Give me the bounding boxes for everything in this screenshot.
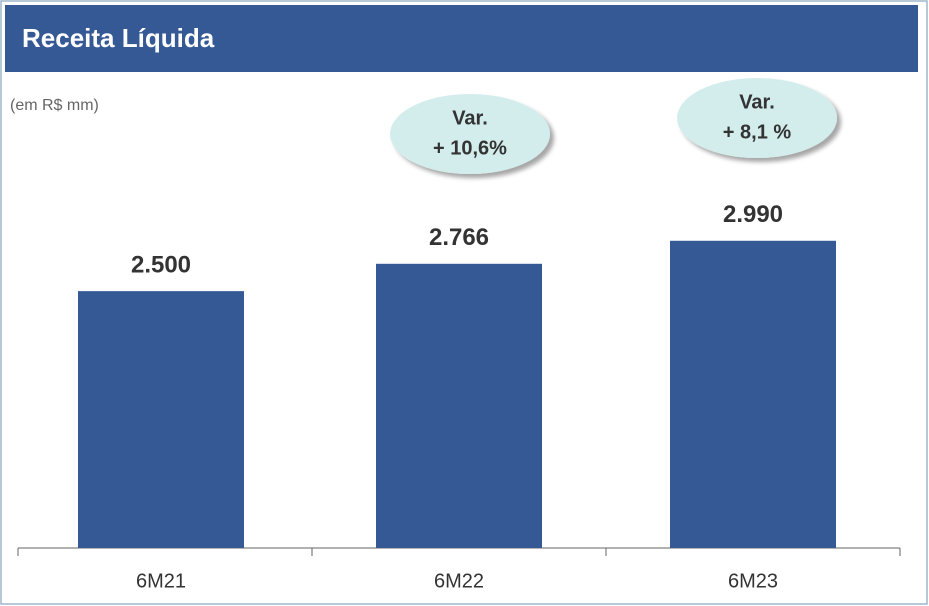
value-label: 2.500: [131, 251, 191, 278]
annotation-bubble: [390, 94, 550, 174]
annotation-bubble: [677, 78, 837, 158]
annotation-text: Var.: [739, 91, 775, 113]
annotation-text: + 8,1 %: [723, 121, 792, 143]
chart-title: Receita Líquida: [22, 23, 215, 53]
x-tick-label: 6M21: [136, 570, 186, 592]
value-label: 2.766: [429, 224, 489, 251]
annotation-text: Var.: [452, 107, 488, 129]
x-tick-label: 6M23: [728, 570, 778, 592]
annotation-text: + 10,6%: [433, 137, 507, 159]
bar: [78, 291, 244, 548]
bar: [670, 240, 836, 548]
bar: [376, 263, 542, 548]
subtitle: (em R$ mm): [10, 97, 99, 114]
value-label: 2.990: [723, 201, 783, 228]
header-bar: [5, 5, 918, 72]
x-tick-label: 6M22: [434, 570, 484, 592]
